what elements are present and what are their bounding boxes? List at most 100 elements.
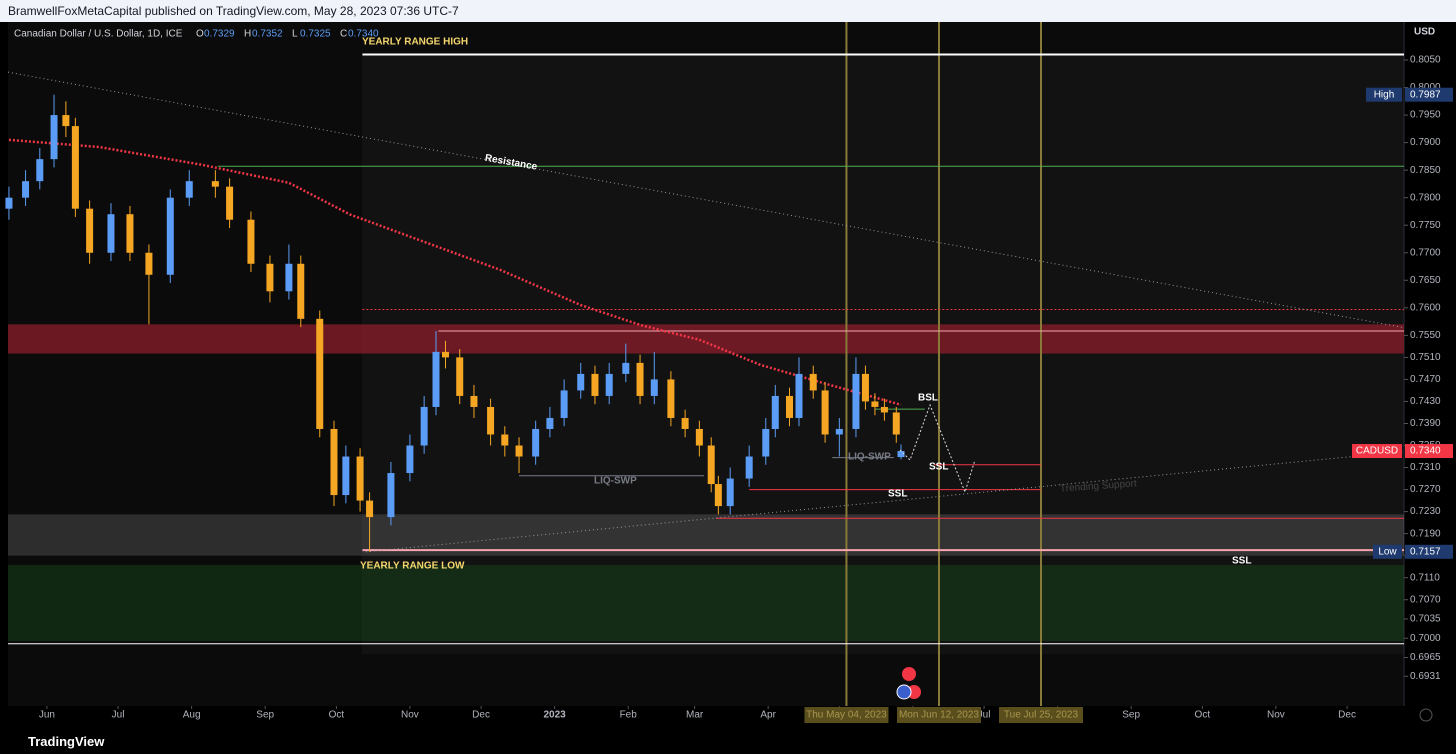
x-tick-label: Nov — [1267, 710, 1285, 721]
candle-body — [546, 417, 554, 429]
x-tick-label: Jul — [978, 710, 991, 721]
candle-body — [515, 445, 523, 457]
x-tick-label: Oct — [1195, 710, 1211, 721]
candle-body — [636, 362, 644, 396]
y-tick-label: 0.7850 — [1410, 165, 1441, 176]
candle-body — [681, 417, 689, 429]
y-tick-label: 0.7430 — [1410, 396, 1441, 407]
candle-body — [316, 318, 324, 429]
y-tick-label: 0.7700 — [1410, 247, 1441, 258]
annotation: SSL — [888, 489, 907, 500]
x-tick-label: Sep — [256, 710, 274, 721]
zone — [8, 514, 1404, 556]
price-tag-label: 0.7157 — [1410, 546, 1441, 557]
x-tick-label: Sep — [1122, 710, 1140, 721]
candle-body — [226, 186, 234, 220]
x-tick-label: Feb — [620, 710, 638, 721]
candle-body — [247, 219, 255, 264]
candle-body — [356, 456, 364, 501]
time-axis-bg — [0, 706, 1404, 730]
y-tick-label: 0.7000 — [1410, 633, 1441, 644]
candle-body — [714, 484, 722, 507]
annotation: LIQ-SWP — [594, 476, 637, 487]
candle-body — [861, 373, 869, 402]
candle-body — [406, 445, 414, 474]
date-label: Thu May 04, 2023 — [806, 710, 887, 721]
candle-body — [762, 428, 770, 457]
y-tick-label: 0.7190 — [1410, 528, 1441, 539]
candle-body — [36, 159, 44, 182]
price-tag-name: High — [1374, 89, 1395, 100]
x-tick-label: Mar — [686, 710, 704, 721]
candle-body — [560, 390, 568, 418]
y-tick-label: 0.7230 — [1410, 506, 1441, 517]
price-tag-bg — [1405, 444, 1453, 459]
candle-body — [892, 412, 900, 435]
candle-body — [50, 115, 58, 160]
ohlc-key: H — [244, 29, 251, 40]
candle-body — [577, 373, 585, 391]
y-tick-label: 0.7600 — [1410, 302, 1441, 313]
candle-body — [501, 434, 509, 446]
candle-body — [880, 406, 888, 413]
y-tick-label: 0.7950 — [1410, 110, 1441, 121]
candle-body — [605, 373, 613, 396]
y-tick-label: 0.7110 — [1410, 572, 1440, 583]
candle-body — [185, 181, 193, 198]
candle-body — [266, 263, 274, 292]
x-tick-label: 2023 — [544, 710, 567, 721]
publication: BramwellFoxMetaCapital published on Trad… — [0, 0, 1456, 22]
candle-body — [821, 390, 829, 435]
ohlc-value: 0.7340 — [348, 29, 379, 40]
chart-title: Canadian Dollar / U.S. Dollar, 1D, ICE — [14, 29, 183, 40]
auto-scale-button[interactable] — [1419, 708, 1433, 722]
y-tick-label: 0.7390 — [1410, 418, 1441, 429]
ohlc-key: O — [196, 29, 204, 40]
y-tick-label: 0.7070 — [1410, 594, 1441, 605]
candle-body — [456, 357, 464, 396]
x-tick-label: Apr — [760, 710, 776, 721]
x-tick-label: Dec — [472, 710, 490, 721]
trendline — [7, 71, 1405, 329]
price-tag-bg — [1405, 87, 1453, 102]
candle-body — [86, 208, 94, 253]
candle-body — [487, 406, 495, 435]
date-label-bg — [896, 707, 981, 723]
y-tick-label: 0.7750 — [1410, 220, 1441, 231]
event-icon — [896, 684, 912, 700]
price-tag-name-bg — [1373, 544, 1402, 559]
y-tick-label: 0.7550 — [1410, 330, 1441, 341]
annotation: YEARLY RANGE HIGH — [362, 37, 468, 48]
candle-body — [441, 351, 449, 358]
candle-body — [897, 451, 905, 458]
y-tick-label: 0.7470 — [1410, 374, 1441, 385]
candle-body — [297, 263, 305, 319]
candle-body — [387, 473, 395, 518]
candle-body — [62, 115, 70, 127]
candle-body — [330, 428, 338, 496]
price-tag-name-bg — [1352, 444, 1402, 459]
candle-body — [470, 395, 478, 407]
event-icon — [902, 667, 916, 681]
candle-body — [145, 252, 153, 275]
candle-body — [695, 428, 703, 446]
candle-body — [342, 456, 350, 496]
y-tick-label: 0.7310 — [1410, 462, 1441, 473]
date-label: Tue Jul 25, 2023 — [1004, 710, 1079, 721]
annotation: Trending Support — [1060, 478, 1138, 494]
price-axis-bg — [1404, 22, 1456, 730]
date-label-bg — [999, 707, 1084, 723]
candle-body — [795, 373, 803, 418]
currency-label: USD — [1414, 27, 1435, 38]
x-tick-label: Oct — [329, 710, 345, 721]
date-label: Mon Jun 12, 2023 — [899, 710, 979, 721]
price-tag-label: 0.7987 — [1410, 89, 1441, 100]
price-tag-name: CADUSD — [1356, 446, 1398, 457]
candle-body — [211, 181, 219, 187]
annotation: YEARLY RANGE LOW — [360, 561, 465, 572]
candle-body — [622, 362, 630, 374]
candle-body — [432, 351, 440, 407]
price-tag-bg — [1405, 544, 1453, 559]
footer: TradingView — [0, 730, 1456, 754]
